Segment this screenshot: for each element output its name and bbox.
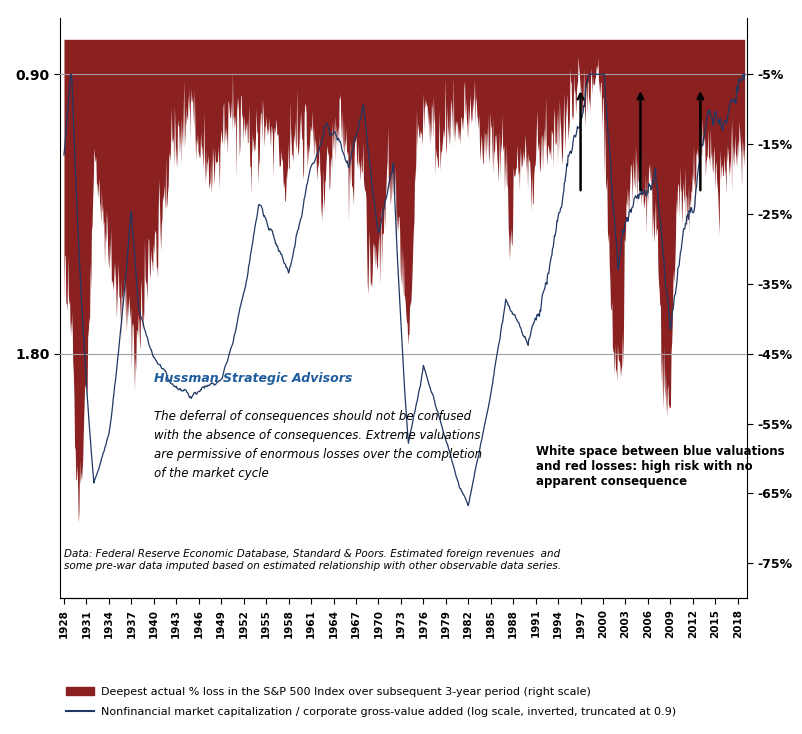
Text: Data: Federal Reserve Economic Database, Standard & Poors. Estimated foreign rev: Data: Federal Reserve Economic Database,… <box>64 549 561 571</box>
Text: Hussman Strategic Advisors: Hussman Strategic Advisors <box>154 371 352 385</box>
Text: White space between blue valuations
and red losses: high risk with no
apparent c: White space between blue valuations and … <box>535 445 784 487</box>
Text: The deferral of consequences should not be confused
with the absence of conseque: The deferral of consequences should not … <box>154 410 481 479</box>
Legend: Deepest actual % loss in the S&P 500 Index over subsequent 3-year period (right : Deepest actual % loss in the S&P 500 Ind… <box>62 682 679 721</box>
